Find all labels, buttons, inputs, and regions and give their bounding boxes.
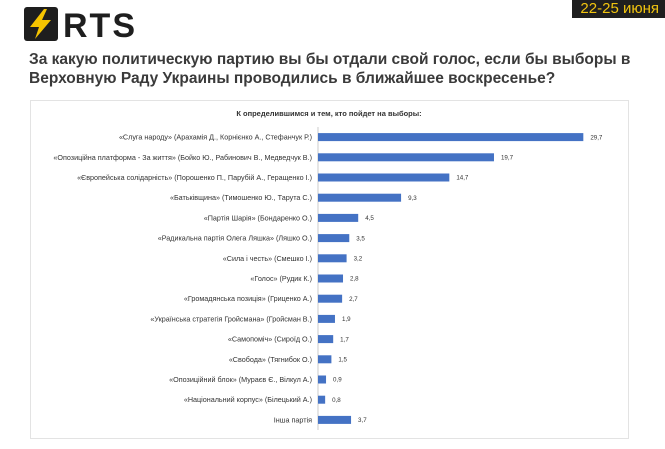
category-label: «Сила і честь» (Смешко І.) [223, 254, 312, 263]
category-label: «Опозиційна платформа - За життя» (Бойко… [53, 153, 312, 162]
bar [318, 173, 450, 182]
category-label: «Громадянська позиція» (Гриценко А.) [184, 294, 312, 303]
bar [318, 254, 347, 263]
category-label: «Самопоміч» (Сироїд О.) [228, 335, 312, 344]
bar [318, 395, 326, 404]
bar [318, 355, 332, 364]
value-label: 9,3 [408, 195, 417, 202]
category-label: «Батьківщина» (Тимошенко Ю., Тарута С.) [170, 193, 312, 202]
bar [318, 375, 327, 384]
category-label: «Національний корпус» (Білецький А.) [184, 395, 312, 404]
bar [318, 153, 494, 162]
headline: За какую политическую партию вы бы отдал… [29, 51, 631, 87]
rts-logo: RTS [24, 7, 137, 44]
bar [318, 213, 359, 222]
bar [318, 335, 334, 344]
bar [318, 274, 344, 283]
value-label: 0,8 [332, 397, 341, 404]
category-label: «Партія Шарія» (Бондаренко О.) [204, 213, 312, 222]
lightning-icon [24, 7, 58, 41]
value-label: 0,9 [333, 377, 342, 384]
bar [318, 314, 335, 323]
bar [318, 234, 350, 243]
bar [318, 415, 352, 424]
category-label: «Слуга народу» (Арахамія Д., Корнієнко А… [119, 133, 312, 142]
bar [318, 133, 584, 142]
value-label: 1,7 [340, 336, 349, 343]
value-label: 2,7 [349, 296, 358, 303]
value-label: 29,7 [590, 134, 603, 141]
category-label: «Українська стратегія Гройсмана» (Гройсм… [150, 314, 312, 323]
bar [318, 294, 343, 303]
value-label: 3,5 [356, 235, 365, 242]
value-label: 4,5 [365, 215, 374, 222]
value-label: 3,7 [358, 417, 367, 424]
value-label: 1,5 [338, 357, 347, 364]
category-label: «Свобода» (Тягнибок О.) [229, 355, 312, 364]
chart-frame: К определившимся и тем, кто пойдет на вы… [30, 100, 629, 439]
category-label: «Радикальна партія Олега Ляшка» (Ляшко О… [158, 234, 312, 243]
value-label: 14,7 [456, 175, 469, 182]
value-label: 1,9 [342, 316, 351, 323]
category-label: «Європейська солідарність» (Порошенко П.… [77, 173, 312, 182]
logo-text: RTS [63, 7, 137, 44]
category-label: Інша партія [274, 415, 312, 424]
bar [318, 193, 402, 202]
chart-title: К определившимся и тем, кто пойдет на вы… [236, 109, 421, 118]
value-label: 3,2 [354, 256, 363, 263]
category-label: «Опозиційний блок» (Мураєв Є., Вілкул А.… [169, 375, 312, 384]
bar-chart: К определившимся и тем, кто пойдет на вы… [53, 109, 603, 430]
category-label: «Голос» (Рудик К.) [250, 274, 312, 283]
date-badge: 22-25 июня [572, 0, 665, 18]
value-label: 2,8 [350, 276, 359, 283]
value-label: 19,7 [501, 155, 514, 162]
